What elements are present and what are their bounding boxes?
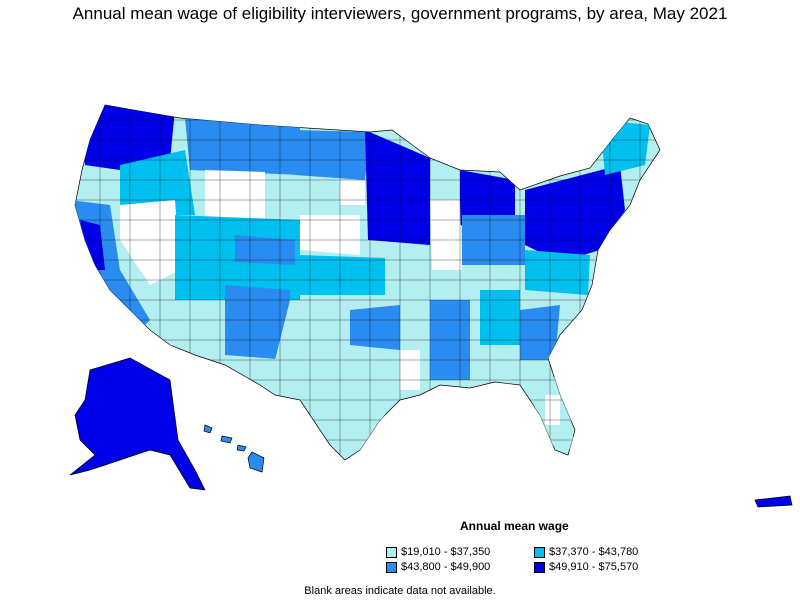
blank-areas-note: Blank areas indicate data not available. [304, 585, 496, 597]
hawaii [203, 424, 265, 473]
legend-item-4: $49,910 - $75,570 [534, 561, 638, 573]
legend-swatch-1 [386, 546, 397, 558]
legend-item-1: $19,010 - $37,350 [386, 546, 490, 558]
puerto-rico [754, 495, 793, 508]
legend-title: Annual mean wage [460, 519, 569, 533]
legend-label-4: $49,910 - $75,570 [549, 561, 639, 573]
legend-swatch-3 [386, 561, 397, 573]
legend-item-3: $43,800 - $49,900 [386, 561, 490, 573]
contiguous-us [74, 104, 661, 461]
legend-label-1: $19,010 - $37,350 [401, 546, 491, 558]
legend-swatch-4 [534, 561, 545, 573]
legend-swatch-2 [534, 546, 545, 558]
legend-label-3: $43,800 - $49,900 [401, 561, 491, 573]
alaska [69, 357, 206, 491]
map-title: Annual mean wage of eligibility intervie… [72, 4, 728, 23]
legend-item-2: $37,370 - $43,780 [534, 546, 638, 558]
legend-label-2: $37,370 - $43,780 [549, 546, 639, 558]
